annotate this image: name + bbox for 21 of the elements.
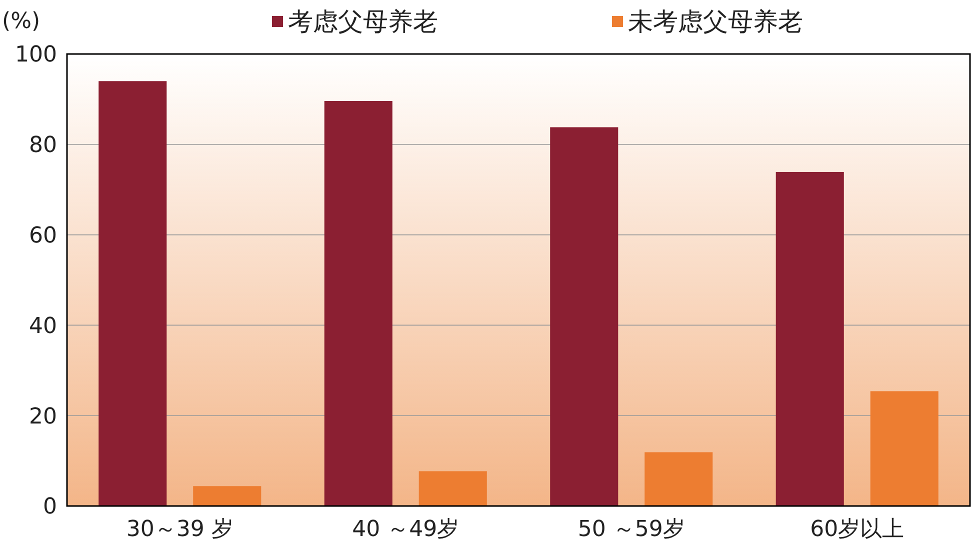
- x-tick-label: 60岁以上: [810, 517, 904, 542]
- bar: [98, 81, 167, 506]
- bar: [776, 172, 844, 506]
- bar: [644, 452, 713, 506]
- y-tick-label: 0: [43, 494, 57, 520]
- bar: [418, 471, 487, 506]
- legend-label: 未考虑父母养老: [628, 7, 803, 36]
- bar: [193, 486, 262, 506]
- y-tick-label: 40: [29, 314, 57, 339]
- y-tick-label: 80: [29, 133, 57, 158]
- y-tick-label: 20: [29, 404, 57, 430]
- x-tick-label: 30～39 岁: [126, 517, 234, 542]
- y-axis-title: (%): [2, 9, 40, 34]
- y-tick-label: 100: [15, 42, 57, 68]
- y-tick-label: 60: [29, 224, 57, 248]
- bar: [870, 391, 938, 506]
- x-tick-label: 40 ～49岁: [352, 517, 460, 542]
- bar: [324, 101, 392, 506]
- legend-label: 考虑父母养老: [288, 7, 438, 36]
- x-tick-label: 50 ～59岁: [578, 517, 685, 542]
- bar: [550, 127, 618, 506]
